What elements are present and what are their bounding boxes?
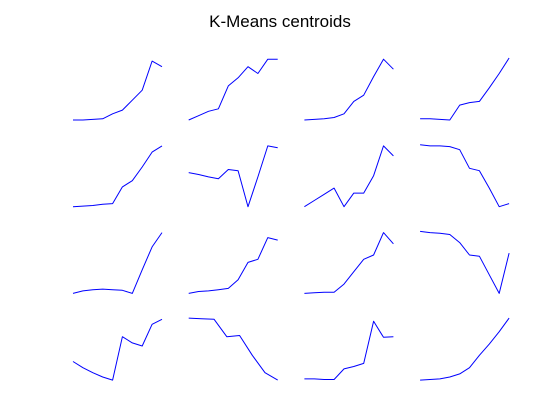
centroid-line-13 bbox=[72, 318, 163, 381]
subplot-grid bbox=[72, 57, 510, 381]
centroid-line-6 bbox=[188, 145, 278, 208]
centroid-line-5 bbox=[72, 145, 163, 208]
chart-title: K-Means centroids bbox=[209, 12, 351, 31]
centroid-line-11 bbox=[304, 232, 394, 294]
centroid-line-4 bbox=[420, 57, 510, 121]
centroid-line-1 bbox=[73, 60, 163, 121]
centroid-line-10 bbox=[188, 237, 278, 294]
centroid-line-14 bbox=[188, 317, 278, 381]
centroid-line-3 bbox=[304, 58, 394, 121]
centroid-line-12 bbox=[420, 230, 510, 294]
centroid-line-2 bbox=[188, 58, 278, 121]
centroid-line-7 bbox=[304, 145, 394, 208]
centroid-line-16 bbox=[420, 317, 510, 381]
centroid-line-8 bbox=[420, 144, 510, 208]
centroid-line-15 bbox=[304, 320, 394, 380]
centroid-line-9 bbox=[72, 232, 163, 294]
